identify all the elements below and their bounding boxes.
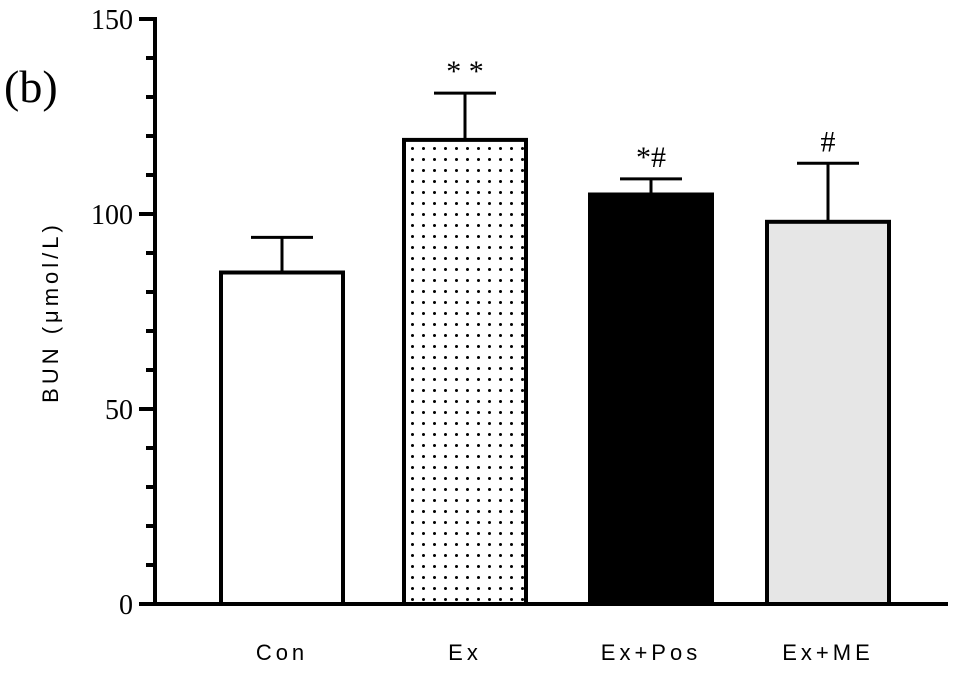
bar-ex [402, 137, 528, 606]
panel-label: (b) [4, 61, 58, 112]
x-tick-label: Ex+Pos [601, 640, 701, 665]
y-axis: 0 50 100 150 [91, 5, 157, 621]
y-tick-label: 50 [105, 395, 133, 426]
y-tick-label: 0 [119, 590, 133, 621]
bar-con [219, 270, 345, 606]
x-axis: Con Ex Ex+Pos Ex+ME [153, 602, 948, 665]
significance-label: *# [636, 141, 666, 174]
bar-ex-me [765, 219, 891, 607]
x-tick-label: Con [256, 640, 308, 665]
significance-label: * * [446, 55, 484, 88]
x-tick-label: Ex [448, 640, 482, 665]
y-tick-label: 150 [91, 5, 133, 36]
y-tick-label: 100 [91, 200, 133, 231]
x-tick-label: Ex+ME [782, 640, 874, 665]
significance-label: # [821, 125, 836, 158]
y-axis-label: BUN (μmol/L) [38, 221, 63, 403]
bar-ex-pos [588, 192, 714, 606]
bars: * * *# # [219, 55, 891, 607]
